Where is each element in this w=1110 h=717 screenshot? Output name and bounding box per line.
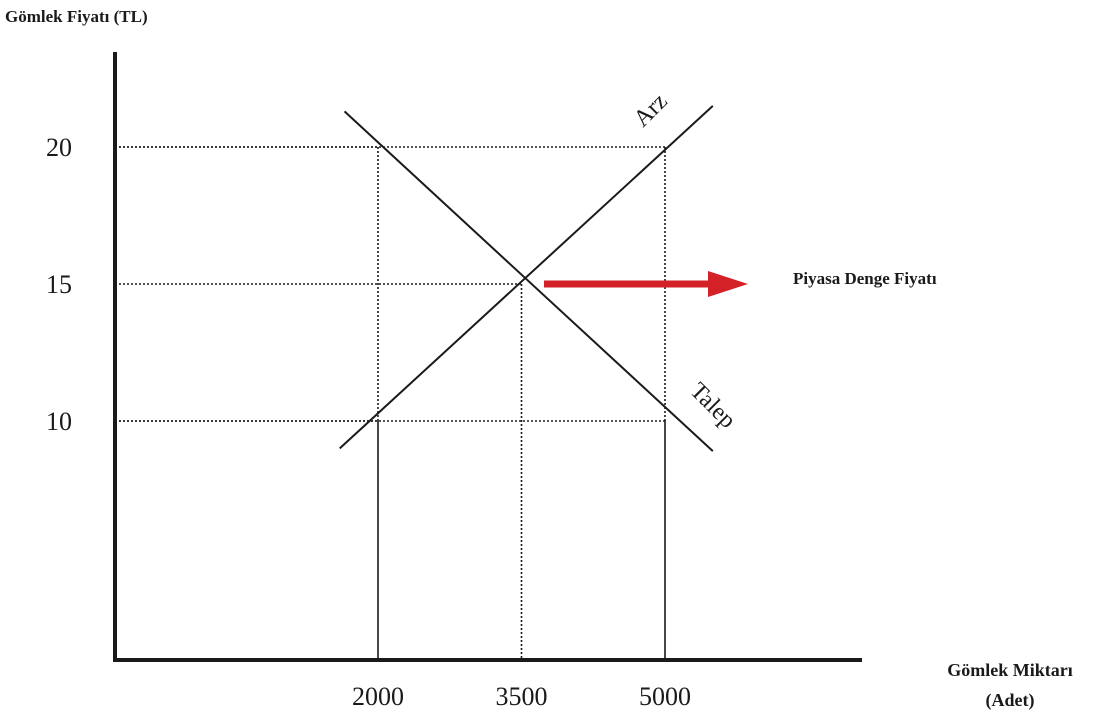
equilibrium-arrow — [544, 271, 748, 297]
x-tick-label: 3500 — [496, 682, 548, 711]
supply-curve-label: Arz — [629, 88, 673, 132]
y-tick-labels: 10 15 20 — [46, 133, 72, 436]
supply-curve — [339, 105, 714, 450]
demand-curve-label: Talep — [685, 378, 741, 434]
x-tick-label: 2000 — [352, 682, 404, 711]
x-tick-labels: 2000 3500 5000 — [352, 682, 691, 711]
x-tick-label: 5000 — [639, 682, 691, 711]
demand-curve — [343, 110, 714, 452]
y-tick-label: 15 — [46, 270, 72, 299]
guide-lines — [115, 146, 666, 660]
y-axis-title: Gömlek Fiyatı (TL) — [5, 7, 148, 26]
y-tick-label: 10 — [46, 407, 72, 436]
y-tick-label: 20 — [46, 133, 72, 162]
x-axis-title-line1: Gömlek Miktarı — [947, 660, 1072, 680]
equilibrium-annotation: Piyasa Denge Fiyatı — [793, 269, 937, 288]
x-axis-title-line2: (Adet) — [986, 690, 1035, 711]
